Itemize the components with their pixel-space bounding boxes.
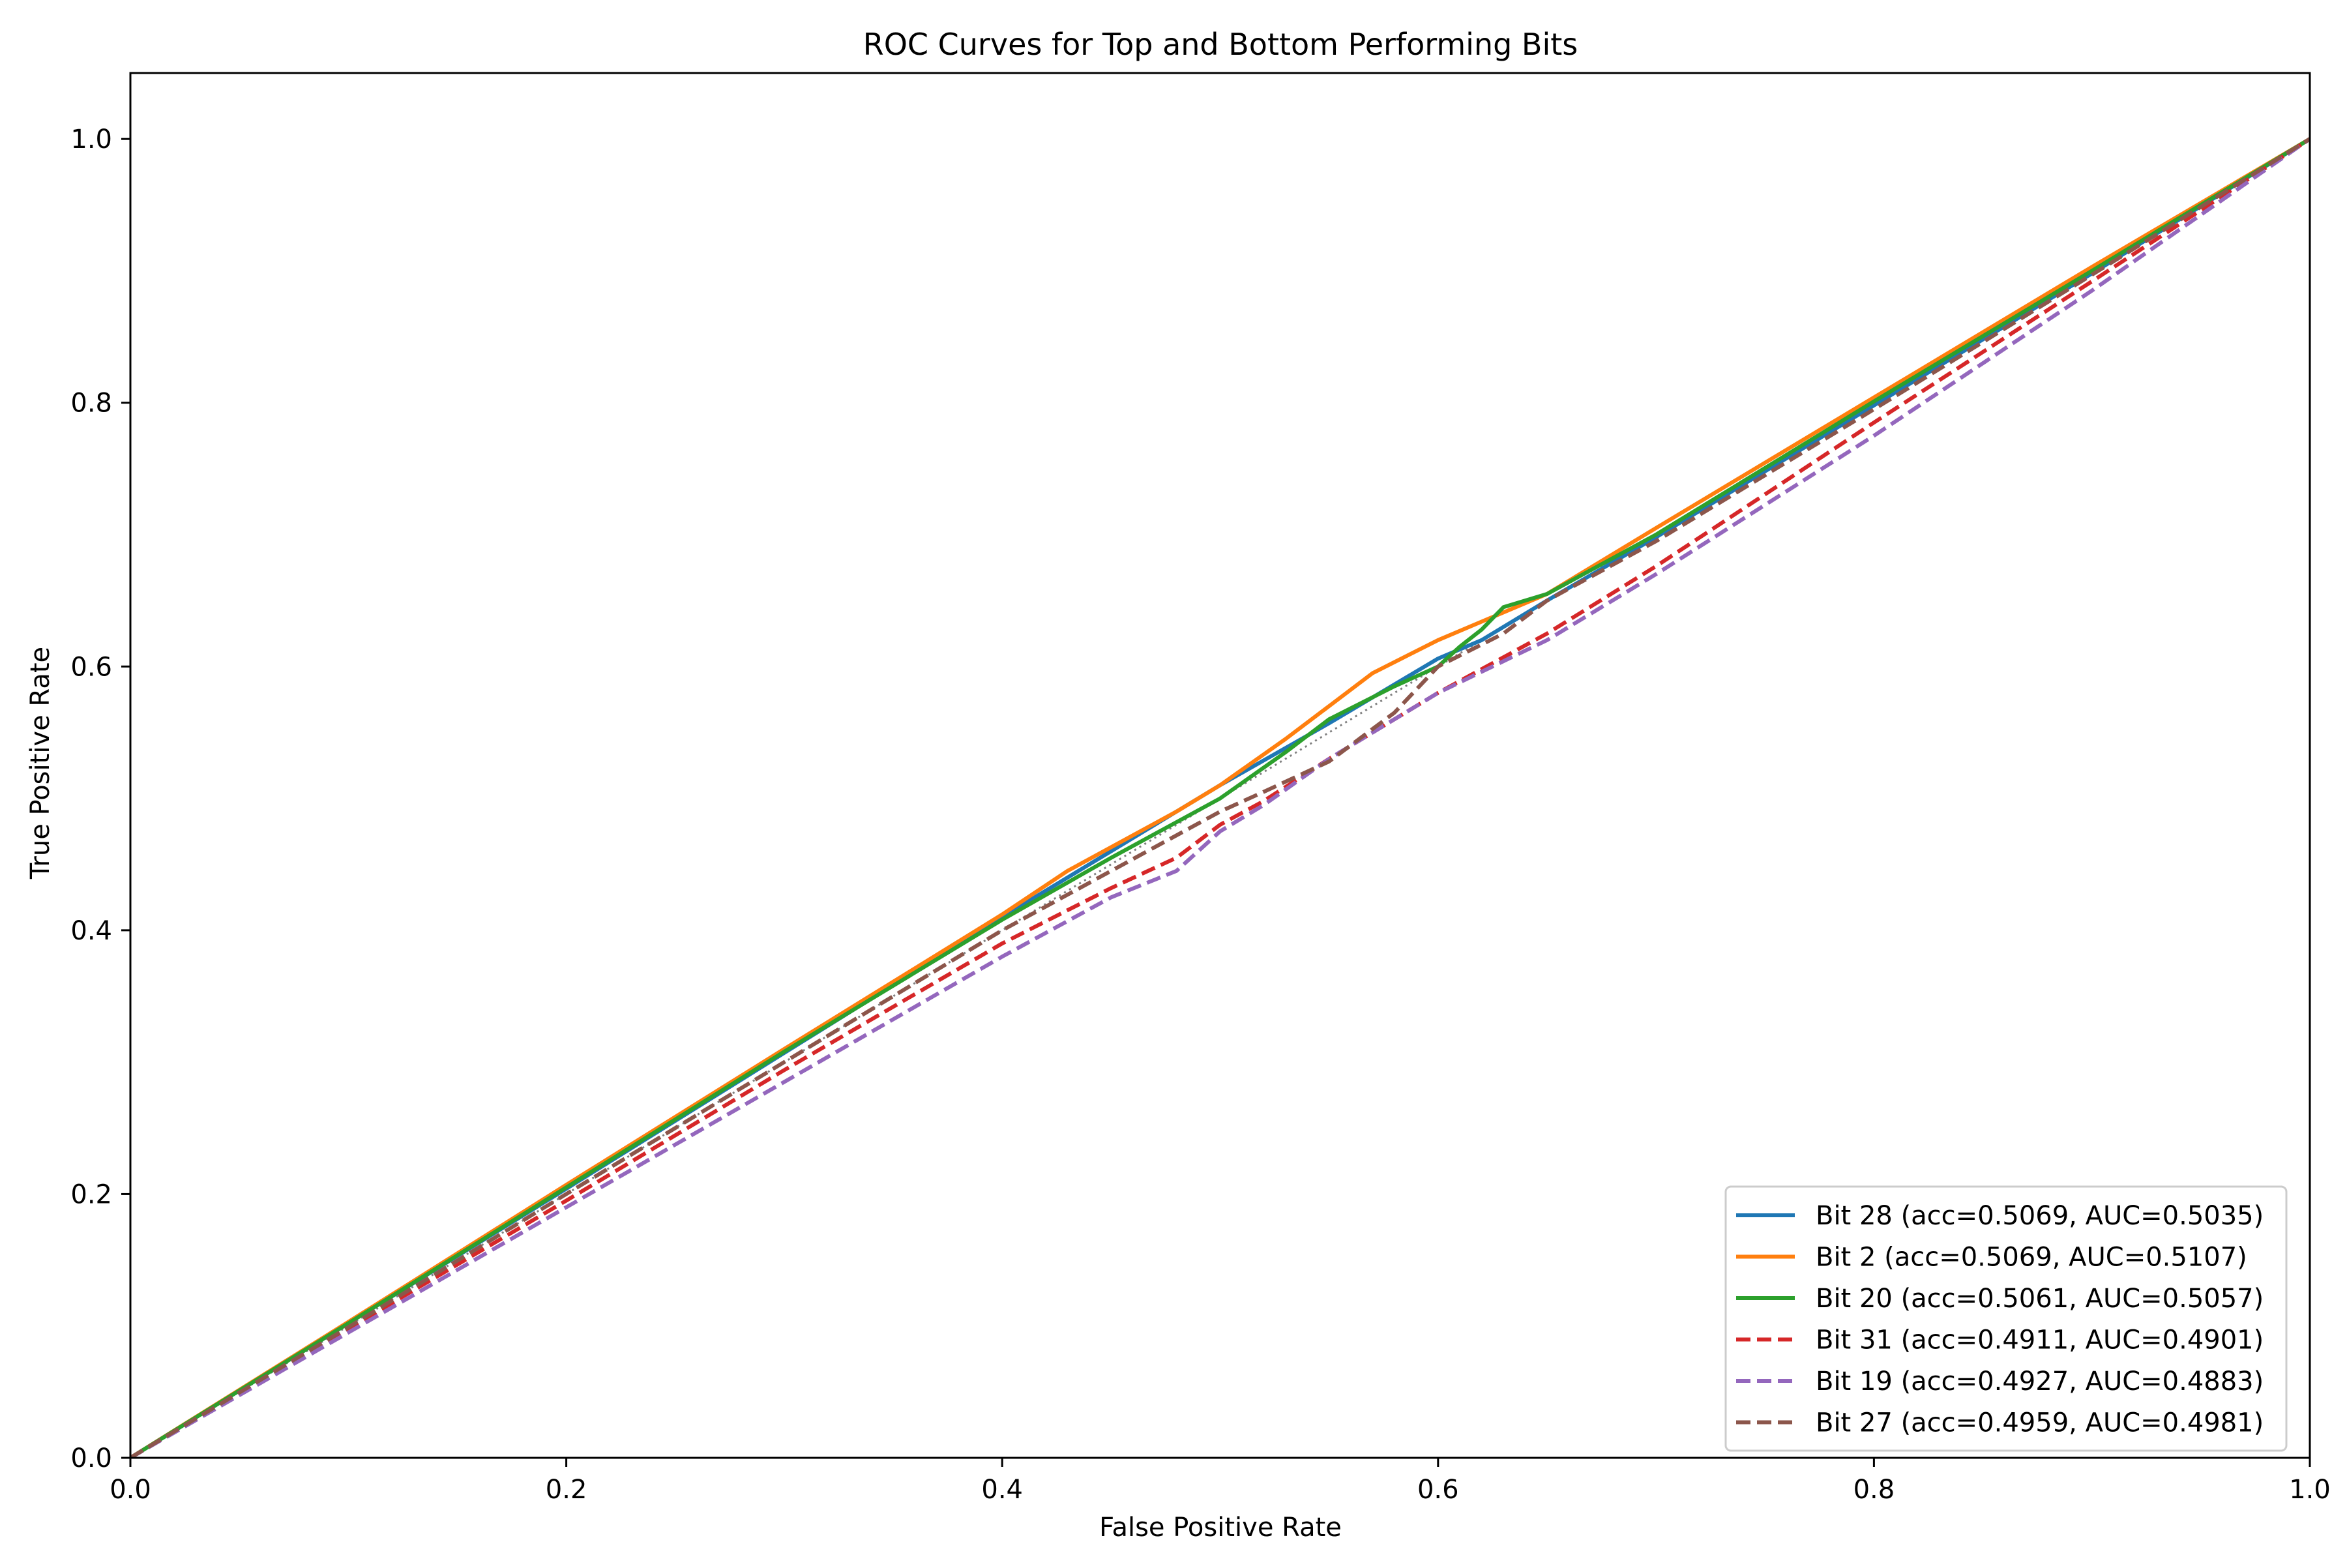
y-tick-label: 0.8 — [70, 389, 112, 419]
legend-entry-bit-20: Bit 20 (acc=0.5061, AUC=0.5057) — [1736, 1284, 2264, 1314]
legend-label: Bit 20 (acc=0.5061, AUC=0.5057) — [1816, 1284, 2264, 1314]
x-tick-label: 0.4 — [981, 1475, 1023, 1505]
axes-frame — [129, 72, 2311, 1459]
y-tick-label: 0.4 — [70, 916, 112, 946]
legend-label: Bit 27 (acc=0.4959, AUC=0.4981) — [1816, 1408, 2264, 1438]
y-tick-label: 1.0 — [70, 125, 112, 155]
y-tick-label: 0.2 — [70, 1179, 112, 1209]
legend-entry-bit-31: Bit 31 (acc=0.4911, AUC=0.4901) — [1736, 1325, 2264, 1355]
legend-entry-bit-28: Bit 28 (acc=0.5069, AUC=0.5035) — [1736, 1201, 2264, 1231]
x-tick-label: 0.2 — [546, 1475, 587, 1505]
series-line-bit-2 — [130, 137, 2310, 1458]
series-line-bit-27 — [130, 137, 2310, 1458]
y-tick-label: 0.0 — [70, 1443, 112, 1473]
x-tick-label: 0.0 — [110, 1475, 151, 1505]
legend-box — [1724, 1185, 2288, 1452]
legend-entry-bit-19: Bit 19 (acc=0.4927, AUC=0.4883) — [1736, 1367, 2264, 1397]
series-line-bit-19 — [130, 137, 2310, 1458]
chart-title: ROC Curves for Top and Bottom Performing… — [863, 27, 1578, 62]
x-axis-label: False Positive Rate — [1099, 1513, 1342, 1543]
plot-area: 0.0 0.2 0.4 0.6 0.8 1.00.00.20.40.60.81.0Bit … — [70, 72, 2331, 1505]
x-tick-label: 0.6 — [1417, 1475, 1459, 1505]
x-tick-label: 0.8 — [1853, 1475, 1895, 1505]
legend-label: Bit 31 (acc=0.4911, AUC=0.4901) — [1816, 1325, 2264, 1355]
legend-label: Bit 2 (acc=0.5069, AUC=0.5107) — [1816, 1243, 2247, 1273]
legend-entry-bit-27: Bit 27 (acc=0.4959, AUC=0.4981) — [1736, 1408, 2264, 1438]
series-line-bit-20 — [130, 137, 2310, 1458]
legend-label: Bit 28 (acc=0.5069, AUC=0.5035) — [1816, 1201, 2264, 1231]
x-tick-label: 1.0 — [2289, 1475, 2331, 1505]
y-axis-label: True Positive Rate — [25, 647, 55, 880]
legend-entry-bit-2: Bit 2 (acc=0.5069, AUC=0.5107) — [1736, 1243, 2247, 1273]
y-tick-label: 0.6 — [70, 652, 112, 682]
legend: Bit 28 (acc=0.5069, AUC=0.5035) Bit 2 (ac… — [1724, 1185, 2288, 1452]
series-line-bit-31 — [130, 137, 2310, 1458]
legend-label: Bit 19 (acc=0.4927, AUC=0.4883) — [1816, 1367, 2264, 1397]
